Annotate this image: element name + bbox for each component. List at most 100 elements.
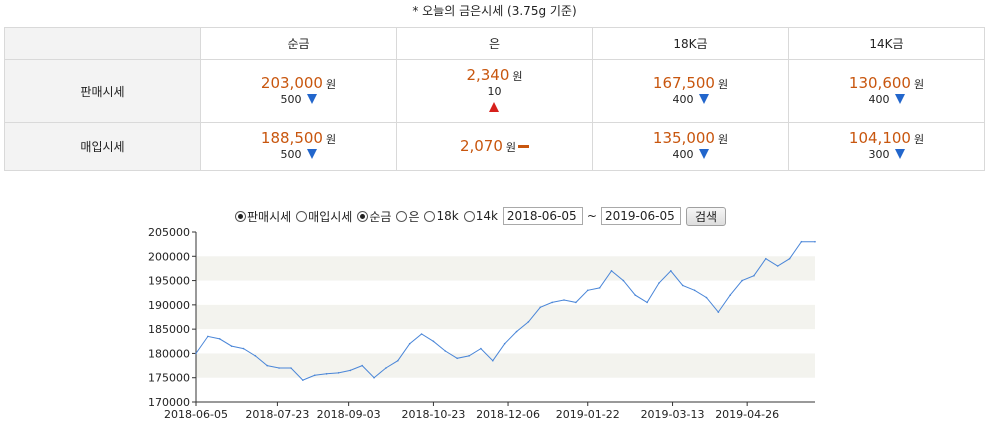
change-value: 400 [672,92,694,106]
radio-label: 매입시세 [308,209,353,224]
column-header: 18K금 [592,27,789,60]
table-row: 판매시세 203,000 원 500 2,340 원 10 167,500 원 400 13… [4,59,985,123]
page-title: * 오늘의 금은시세 (3.75g 기준) [412,4,577,18]
x-tick-label: 2019-03-13 [641,408,705,421]
radio-sale-price[interactable]: 판매시세 [235,208,291,225]
data-point [634,294,637,296]
data-point [349,369,352,372]
price-value: 2,340 [466,65,510,84]
price-cell: 188,500 원 500 [200,122,397,171]
table-corner-cell [4,27,201,60]
radio-checked-icon[interactable] [235,210,246,222]
radio-pure-gold[interactable]: 순금 [357,208,391,225]
currency-unit: 원 [325,77,337,91]
chart-controls: 판매시세 매입시세 순금 은 18k 14k ~ 검색 [235,206,727,226]
data-point [254,355,257,357]
end-date-input[interactable] [600,207,681,225]
data-point [741,279,743,282]
data-point [610,270,613,272]
radio-14k[interactable]: 14k [463,209,498,223]
data-point [361,364,363,367]
price-value: 188,500 [260,129,323,147]
y-tick-label: 180000 [148,347,190,360]
radio-silver[interactable]: 은 [396,208,419,225]
currency-unit: 원 [913,77,925,91]
y-tick-label: 195000 [148,275,190,288]
data-point [515,330,518,333]
start-date-input[interactable] [502,207,583,225]
price-cell: 2,070 원 [396,122,593,171]
data-point [385,367,387,369]
data-point [527,321,530,323]
currency-unit: 원 [505,140,517,154]
radio-unchecked-icon[interactable] [296,210,308,222]
data-point [480,347,482,350]
grid-band [196,304,815,330]
data-point [207,335,209,338]
price-cell: 2,340 원 10 [396,59,593,123]
data-point [646,301,648,304]
data-point [420,333,423,335]
data-point [313,374,316,377]
down-arrow-icon [306,93,317,104]
data-point [278,367,280,369]
search-button[interactable]: 검색 [685,206,727,226]
currency-unit: 원 [717,133,729,146]
radio-label: 18k [436,209,459,223]
data-point [444,350,447,352]
price-cell: 203,000 원 500 [200,59,397,123]
radio-label: 판매시세 [247,209,292,224]
data-point [788,257,791,260]
data-point [776,265,779,267]
radio-checked-icon[interactable] [357,210,369,222]
radio-unchecked-icon[interactable] [424,210,436,222]
data-point [729,294,732,296]
currency-unit: 원 [913,133,925,146]
down-arrow-icon [894,149,905,159]
change-value: 400 [868,92,890,106]
y-tick-label: 205000 [148,226,190,239]
price-cell: 135,000 원 400 [592,122,789,171]
data-point [705,296,708,299]
price-value: 167,500 [652,73,715,92]
data-point [575,301,577,304]
down-arrow-icon [698,93,709,104]
data-point [432,340,435,343]
radio-unchecked-icon[interactable] [463,210,475,222]
column-header: 순금 [200,27,397,60]
data-point [539,306,542,309]
data-point [717,311,720,313]
y-tick-label: 200000 [148,250,190,263]
x-tick-label: 2018-10-23 [401,408,465,421]
price-value: 2,070 [459,136,503,155]
down-arrow-icon [698,149,709,159]
data-point [242,347,245,350]
data-point [586,289,589,292]
data-point [765,257,767,260]
x-tick-label: 2018-07-23 [245,408,309,421]
change-value: 10 [487,84,502,98]
table-header-row: 순금 은 18K금 14K금 [4,27,985,60]
price-cell: 104,100 원 300 [788,122,985,171]
data-point [408,342,411,345]
price-value: 104,100 [848,129,911,147]
data-point [753,274,755,277]
price-cell: 130,600 원 400 [788,59,985,123]
data-point [397,359,399,362]
radio-purchase-price[interactable]: 매입시세 [296,208,352,225]
column-header: 은 [396,27,593,60]
column-header: 14K금 [788,27,985,60]
currency-unit: 원 [512,69,523,83]
data-point [563,299,565,301]
no-change-dash-icon [518,144,530,148]
radio-18k[interactable]: 18k [424,209,459,223]
price-line-chart: 205000 200000 195000 190000 185000 180000 1750… [148,226,816,421]
data-point [814,240,816,243]
data-point [670,270,672,272]
y-tick-label: 190000 [148,299,190,312]
grid-band [196,353,815,378]
radio-unchecked-icon[interactable] [396,210,408,222]
down-arrow-icon [894,93,905,104]
data-point [551,301,553,304]
x-tick-label: 2019-01-22 [556,408,620,421]
